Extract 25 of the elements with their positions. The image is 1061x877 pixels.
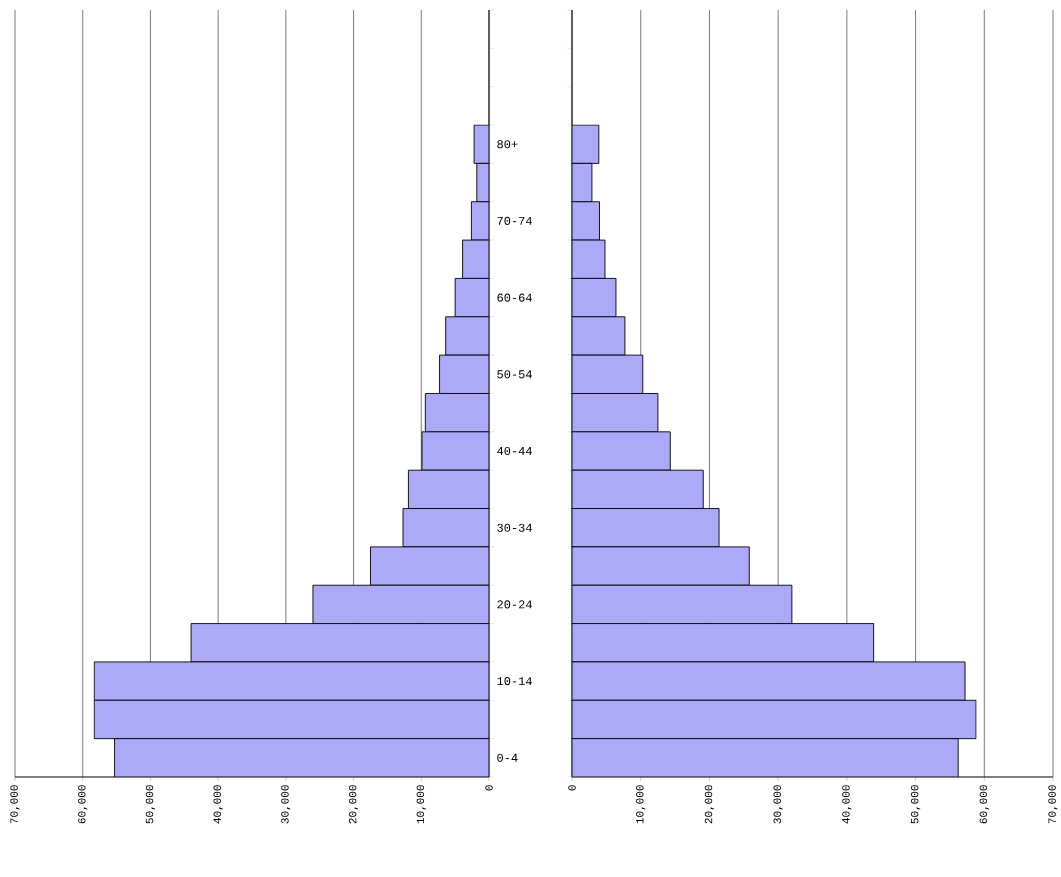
- y-tick-label: 40-44: [497, 446, 532, 456]
- x-tick-label: 30,000: [773, 785, 783, 824]
- x-tick-label: 60,000: [979, 785, 989, 824]
- x-tick-label: 10,000: [636, 785, 646, 824]
- x-tick-label: 0: [485, 785, 493, 791]
- x-tick-label: 20,000: [704, 785, 715, 824]
- y-tick-label: 80+: [497, 140, 518, 149]
- x-tick-label: 10,000: [416, 785, 426, 824]
- y-tick-label: 0-4: [497, 753, 518, 762]
- y-tick-label: 30-34: [497, 523, 532, 532]
- y-tick-label: 50-54: [497, 370, 532, 379]
- x-tick-label: 70,000: [10, 785, 20, 824]
- y-tick-label: 60-64: [497, 293, 532, 302]
- x-tick-label: 60,000: [78, 785, 88, 824]
- x-tick-label: 40,000: [213, 785, 223, 824]
- x-tick-label: 40,000: [842, 785, 852, 824]
- x-tick-label: 20,000: [348, 785, 359, 824]
- x-tick-label: 0: [568, 785, 576, 791]
- y-tick-label: 10-14: [497, 677, 532, 686]
- y-tick-label: 20-24: [497, 600, 532, 609]
- x-tick-label: 30,000: [281, 785, 291, 824]
- y-tick-label: 70-74: [497, 216, 532, 225]
- x-tick-label: 50,000: [910, 785, 921, 824]
- x-tick-label: 50,000: [145, 785, 156, 824]
- x-tick-label: 70,000: [1048, 785, 1058, 824]
